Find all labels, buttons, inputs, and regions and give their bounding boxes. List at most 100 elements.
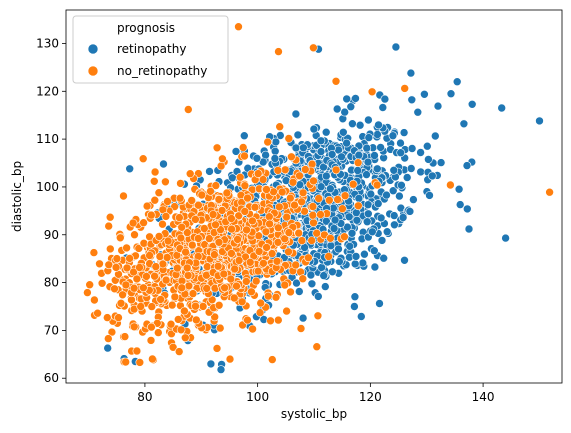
point-no-retinopathy (154, 328, 163, 337)
point-retinopathy (413, 107, 423, 117)
point-no-retinopathy (263, 137, 273, 147)
point-no-retinopathy (213, 261, 223, 271)
point-no-retinopathy (225, 354, 235, 364)
point-no-retinopathy (184, 105, 193, 114)
point-no-retinopathy (290, 200, 299, 210)
point-retinopathy (316, 182, 326, 191)
point-no-retinopathy (240, 181, 250, 190)
point-no-retinopathy (275, 122, 285, 131)
point-no-retinopathy (121, 357, 130, 367)
point-no-retinopathy (265, 219, 274, 229)
point-retinopathy (424, 155, 433, 164)
point-no-retinopathy (235, 172, 245, 182)
point-no-retinopathy (250, 202, 260, 212)
point-no-retinopathy (280, 165, 290, 175)
point-retinopathy (395, 191, 404, 201)
point-no-retinopathy (273, 315, 283, 325)
point-no-retinopathy (170, 292, 180, 302)
point-no-retinopathy (139, 239, 149, 248)
point-retinopathy (363, 209, 373, 219)
point-no-retinopathy (177, 223, 186, 232)
point-no-retinopathy (291, 260, 301, 270)
point-no-retinopathy (150, 271, 159, 281)
point-no-retinopathy (367, 87, 377, 97)
point-retinopathy (455, 200, 465, 209)
point-no-retinopathy (135, 263, 144, 272)
point-retinopathy (398, 213, 408, 222)
point-retinopathy (430, 131, 440, 141)
point-no-retinopathy (273, 166, 283, 175)
y-tick-label: 130 (36, 36, 59, 50)
point-retinopathy (325, 184, 335, 193)
point-no-retinopathy (120, 332, 130, 341)
point-no-retinopathy (122, 243, 131, 253)
point-retinopathy (307, 279, 317, 289)
point-retinopathy (362, 170, 371, 179)
point-retinopathy (309, 124, 319, 134)
point-no-retinopathy (175, 213, 184, 222)
point-no-retinopathy (286, 287, 295, 297)
point-retinopathy (462, 204, 472, 214)
point-retinopathy (501, 233, 510, 243)
point-no-retinopathy (263, 291, 273, 301)
point-no-retinopathy (324, 195, 334, 205)
point-retinopathy (396, 148, 406, 157)
point-no-retinopathy (161, 177, 170, 187)
x-tick-label: 80 (137, 390, 152, 404)
legend-box (72, 15, 229, 84)
point-no-retinopathy (116, 298, 126, 308)
point-no-retinopathy (274, 202, 284, 212)
point-no-retinopathy (280, 280, 290, 290)
point-retinopathy (363, 157, 373, 167)
point-no-retinopathy (132, 274, 142, 284)
point-no-retinopathy (83, 288, 92, 297)
point-retinopathy (321, 171, 331, 181)
point-retinopathy (334, 244, 343, 254)
point-retinopathy (364, 115, 373, 125)
point-no-retinopathy (203, 262, 212, 271)
point-no-retinopathy (121, 280, 131, 290)
point-retinopathy (452, 77, 462, 86)
point-retinopathy (379, 253, 389, 263)
point-no-retinopathy (185, 169, 195, 178)
point-retinopathy (330, 215, 340, 225)
point-no-retinopathy (197, 190, 207, 200)
point-no-retinopathy (297, 236, 307, 245)
point-retinopathy (270, 147, 280, 156)
point-no-retinopathy (240, 207, 250, 216)
point-retinopathy (328, 267, 337, 277)
point-no-retinopathy (314, 194, 324, 203)
point-no-retinopathy (312, 228, 322, 238)
point-retinopathy (206, 359, 216, 369)
point-no-retinopathy (135, 358, 145, 367)
point-retinopathy (299, 143, 308, 153)
point-retinopathy (363, 200, 373, 209)
point-retinopathy (400, 255, 409, 265)
point-retinopathy (407, 95, 417, 105)
point-retinopathy (464, 224, 474, 234)
point-retinopathy (352, 216, 362, 225)
point-retinopathy (397, 181, 406, 190)
y-tick-label: 120 (36, 84, 59, 98)
point-no-retinopathy (175, 193, 185, 203)
point-no-retinopathy (202, 284, 211, 293)
point-no-retinopathy (148, 354, 157, 364)
point-no-retinopathy (142, 201, 152, 211)
point-no-retinopathy (150, 167, 160, 177)
point-no-retinopathy (136, 302, 145, 311)
point-no-retinopathy (145, 251, 154, 260)
point-no-retinopathy (198, 302, 208, 311)
point-retinopathy (382, 227, 392, 236)
point-retinopathy (348, 119, 357, 128)
point-no-retinopathy (282, 212, 292, 222)
point-no-retinopathy (256, 298, 266, 308)
point-retinopathy (362, 143, 372, 153)
point-no-retinopathy (166, 319, 176, 329)
point-no-retinopathy (309, 176, 318, 186)
point-no-retinopathy (132, 346, 142, 356)
point-retinopathy (407, 144, 417, 153)
point-no-retinopathy (129, 322, 139, 332)
point-no-retinopathy (174, 347, 184, 356)
point-no-retinopathy (161, 275, 171, 285)
